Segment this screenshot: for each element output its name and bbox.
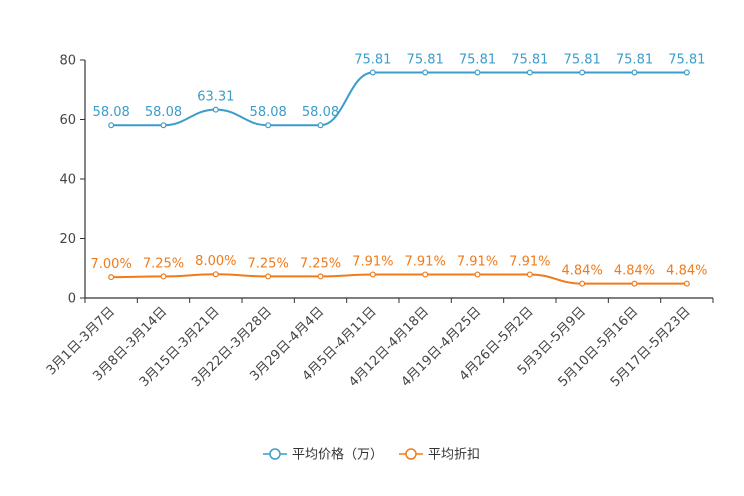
series-line bbox=[111, 273, 687, 285]
data-point[interactable] bbox=[317, 273, 324, 280]
data-label: 4.84% bbox=[562, 264, 603, 279]
data-label: 7.91% bbox=[405, 254, 446, 269]
axes: 0204060803月1日-3月7日3月8日-3月14日3月15日-3月21日3… bbox=[44, 54, 714, 390]
data-label: 7.25% bbox=[300, 256, 341, 271]
data-point[interactable] bbox=[683, 69, 690, 76]
data-point[interactable] bbox=[160, 273, 167, 280]
data-point[interactable] bbox=[579, 280, 586, 287]
data-point[interactable] bbox=[108, 122, 115, 129]
legend-label: 平均价格（万） bbox=[292, 447, 383, 463]
data-point[interactable] bbox=[317, 122, 324, 129]
legend-item-avg-price[interactable]: 平均价格（万） bbox=[263, 447, 383, 463]
y-tick-label: 40 bbox=[59, 173, 76, 188]
data-label: 58.08 bbox=[302, 105, 339, 120]
legend-item-avg-discount[interactable]: 平均折扣 bbox=[399, 448, 480, 463]
data-label: 4.84% bbox=[666, 264, 707, 279]
data-label: 75.81 bbox=[354, 52, 391, 67]
legend-marker-icon bbox=[269, 448, 281, 460]
y-tick-label: 60 bbox=[59, 113, 76, 128]
data-label: 7.25% bbox=[143, 256, 184, 271]
data-point[interactable] bbox=[631, 280, 638, 287]
data-point[interactable] bbox=[265, 273, 272, 280]
data-label: 58.08 bbox=[93, 105, 130, 120]
data-label: 75.81 bbox=[459, 52, 496, 67]
data-label: 8.00% bbox=[195, 254, 236, 269]
data-point[interactable] bbox=[369, 271, 376, 278]
data-point[interactable] bbox=[526, 271, 533, 278]
data-point[interactable] bbox=[212, 106, 219, 113]
data-point[interactable] bbox=[474, 271, 481, 278]
y-tick-label: 20 bbox=[59, 232, 76, 247]
y-tick-label: 0 bbox=[68, 292, 76, 307]
data-point[interactable] bbox=[526, 69, 533, 76]
data-point[interactable] bbox=[422, 69, 429, 76]
data-point[interactable] bbox=[474, 69, 481, 76]
y-tick-label: 80 bbox=[59, 54, 76, 69]
data-label: 75.81 bbox=[668, 52, 705, 67]
data-label: 63.31 bbox=[197, 90, 234, 105]
series-avg-discount: 7.00% 7.25% 8.00% 7.25% 7.25% 7.91% 7.91% 7.91%… bbox=[91, 254, 707, 287]
data-point[interactable] bbox=[631, 69, 638, 76]
series-layer: 58.08 58.08 63.31 58.08 58.08 75.81 75.81 75.81… bbox=[91, 52, 707, 287]
data-label: 75.81 bbox=[407, 52, 444, 67]
data-label: 75.81 bbox=[616, 52, 653, 67]
legend-marker-icon bbox=[405, 448, 417, 460]
data-label: 58.08 bbox=[145, 105, 182, 120]
data-label: 75.81 bbox=[511, 52, 548, 67]
data-point[interactable] bbox=[683, 280, 690, 287]
data-label: 7.91% bbox=[457, 254, 498, 269]
data-label: 58.08 bbox=[250, 105, 287, 120]
data-label: 7.00% bbox=[91, 257, 132, 272]
legend-label: 平均折扣 bbox=[428, 448, 480, 463]
series-avg-price: 58.08 58.08 63.31 58.08 58.08 75.81 75.81 75.81… bbox=[93, 52, 705, 129]
data-point[interactable] bbox=[579, 69, 586, 76]
data-point[interactable] bbox=[265, 122, 272, 129]
data-label: 75.81 bbox=[564, 52, 601, 67]
data-label: 7.25% bbox=[248, 256, 289, 271]
data-label: 7.91% bbox=[509, 254, 550, 269]
data-point[interactable] bbox=[212, 271, 219, 278]
data-label: 4.84% bbox=[614, 264, 655, 279]
data-point[interactable] bbox=[369, 69, 376, 76]
data-point[interactable] bbox=[422, 271, 429, 278]
legend[interactable]: 平均价格（万） 平均折扣 bbox=[263, 447, 480, 463]
data-point[interactable] bbox=[160, 122, 167, 129]
data-label: 7.91% bbox=[352, 254, 393, 269]
data-point[interactable] bbox=[108, 274, 115, 281]
